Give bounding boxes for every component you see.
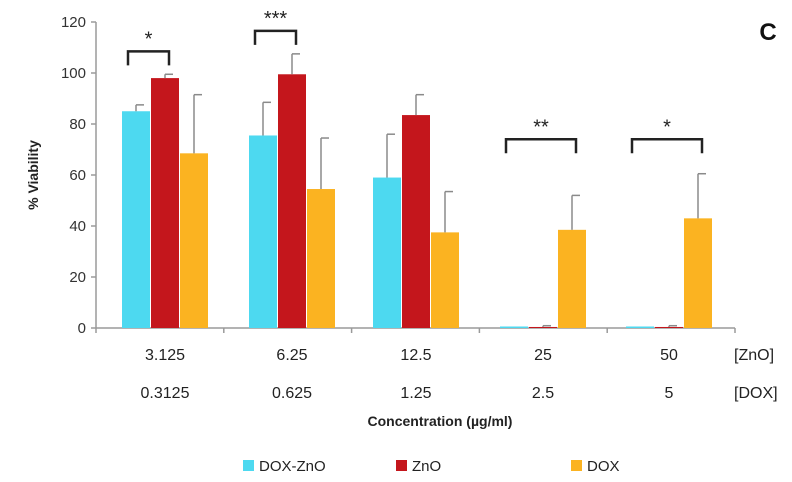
bar xyxy=(278,74,306,329)
x-row-label-zno: [ZnO] xyxy=(734,347,774,364)
significance-bracket xyxy=(630,138,704,154)
x-tick-label: 25 xyxy=(534,347,552,364)
x-row-label-dox: [DOX] xyxy=(734,385,778,402)
significance-label: ** xyxy=(533,116,549,138)
significance-bracket xyxy=(126,50,171,66)
legend-swatch xyxy=(571,460,582,471)
chart-bars xyxy=(122,53,712,329)
bar xyxy=(558,229,586,328)
y-tick-label: 40 xyxy=(69,218,86,235)
significance-bracket xyxy=(504,138,578,154)
legend-label: ZnO xyxy=(412,458,441,475)
significance-label: * xyxy=(145,28,153,50)
y-tick-label: 120 xyxy=(61,14,86,31)
bar xyxy=(431,232,459,328)
bar xyxy=(529,326,557,328)
bar xyxy=(151,78,179,328)
panel-label: C xyxy=(759,19,776,46)
y-tick-label: 0 xyxy=(78,320,86,337)
x-secondary-tick-label: 0.625 xyxy=(272,385,312,402)
bar xyxy=(655,326,683,328)
bar xyxy=(626,326,654,328)
significance-label: *** xyxy=(264,8,288,30)
bar xyxy=(122,111,150,328)
bar xyxy=(402,115,430,328)
bar xyxy=(500,326,528,328)
legend-swatch xyxy=(243,460,254,471)
x-secondary-tick-label: 2.5 xyxy=(532,385,554,402)
y-tick-label: 80 xyxy=(69,116,86,133)
x-secondary-tick-label: 5 xyxy=(665,385,674,402)
bar xyxy=(307,189,335,328)
bar xyxy=(684,218,712,328)
bar xyxy=(180,153,208,328)
legend-label: DOX-ZnO xyxy=(259,458,326,475)
bar xyxy=(373,177,401,328)
legend-swatch xyxy=(396,460,407,471)
significance-bracket xyxy=(253,29,298,45)
legend: DOX-ZnO ZnO DOX xyxy=(243,458,620,475)
x-tick-label: 3.125 xyxy=(145,347,185,364)
x-secondary-tick-label: 0.3125 xyxy=(141,385,190,402)
y-tick-label: 60 xyxy=(69,167,86,184)
x-tick-label: 6.25 xyxy=(276,347,307,364)
x-axis-title: Concentration (µg/ml) xyxy=(368,413,513,429)
significance-brackets: ****** * xyxy=(126,8,704,154)
y-tick-label: 20 xyxy=(69,269,86,286)
x-tick-label: 12.5 xyxy=(400,347,431,364)
y-axis-title: % Viability xyxy=(25,140,41,210)
x-tick-label: 50 xyxy=(660,347,678,364)
legend-label: DOX xyxy=(587,458,620,475)
x-tick-labels: 3.125 6.25 12.5 25 50 0.3125 0.625 1.25 2.5 5 [ZnO… xyxy=(141,347,778,402)
x-secondary-tick-label: 1.25 xyxy=(400,385,431,402)
bar xyxy=(249,135,277,328)
significance-label: * xyxy=(663,116,671,138)
y-tick-label: 100 xyxy=(61,65,86,82)
